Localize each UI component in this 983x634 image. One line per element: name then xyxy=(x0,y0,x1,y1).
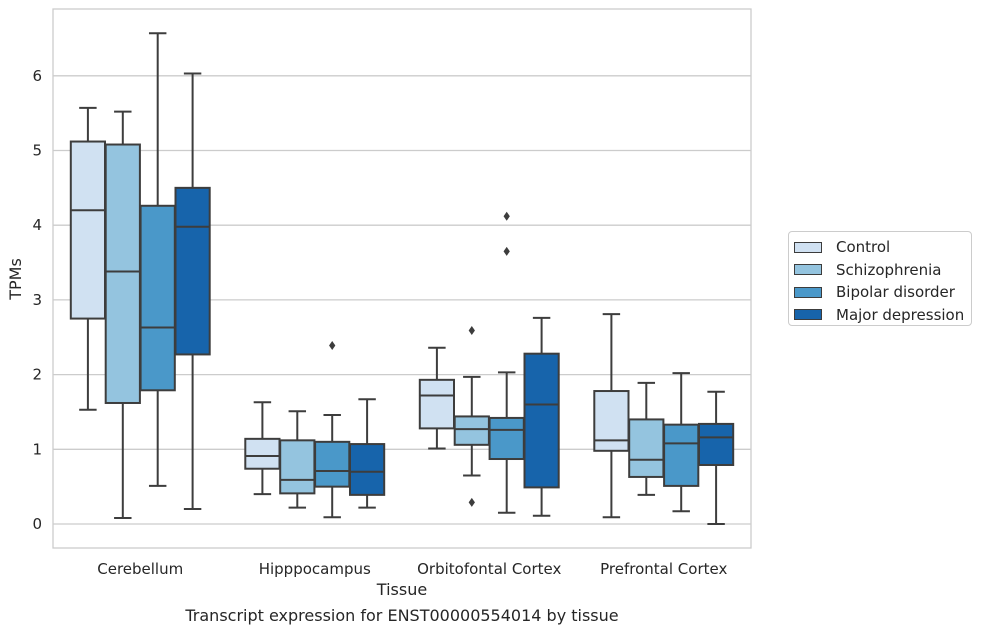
box-body xyxy=(453,415,490,446)
outlier-point xyxy=(503,211,510,221)
box-body xyxy=(418,378,456,430)
box-body xyxy=(593,390,630,452)
y-tick-label: 3 xyxy=(32,291,42,309)
legend-item: Major depression xyxy=(794,304,971,327)
x-axis-label: Tissue xyxy=(376,580,427,599)
box-3-1 xyxy=(348,398,386,509)
box-body xyxy=(104,143,141,404)
box-body xyxy=(663,423,700,487)
outlier-point xyxy=(329,340,336,350)
y-axis-label: TPMs xyxy=(6,258,25,301)
y-tick-label: 5 xyxy=(32,142,42,160)
box-3-3 xyxy=(697,390,735,525)
y-tick-labels: 0 1 2 3 4 5 6 xyxy=(32,67,42,533)
legend: Control Schizophrenia Bipolar disorder Majo… xyxy=(788,231,972,326)
box-0-3 xyxy=(593,313,630,519)
box-2-0 xyxy=(139,32,176,487)
box-2-3 xyxy=(663,372,700,513)
boxes xyxy=(69,32,735,525)
box-3-0 xyxy=(174,72,211,511)
box-1-2 xyxy=(453,326,490,507)
y-tick-label: 0 xyxy=(32,515,42,533)
legend-item: Control xyxy=(794,236,971,259)
outlier-point xyxy=(468,497,475,507)
box-body xyxy=(523,352,560,489)
box-body xyxy=(628,418,665,478)
box-body xyxy=(279,439,316,495)
y-tick-label: 6 xyxy=(32,67,42,85)
box-body xyxy=(69,140,107,320)
box-body xyxy=(488,416,525,461)
legend-label: Major depression xyxy=(836,305,965,324)
box-body xyxy=(244,437,281,470)
box-2-2 xyxy=(488,211,525,514)
y-tick-label: 4 xyxy=(32,216,42,234)
legend-label: Control xyxy=(836,238,891,257)
y-tick-label: 2 xyxy=(32,366,42,384)
box-2-1 xyxy=(314,340,351,519)
legend-item: Schizophrenia xyxy=(794,259,971,282)
outlier-point xyxy=(468,326,475,336)
box-body xyxy=(697,422,735,466)
x-tick-label: Cerebellum xyxy=(97,560,183,578)
box-1-1 xyxy=(279,410,316,509)
x-tick-label: Prefrontal Cortex xyxy=(600,560,727,578)
legend-swatch xyxy=(794,309,822,321)
box-0-2 xyxy=(418,346,456,450)
x-tick-label: Orbitofontal Cortex xyxy=(417,560,561,578)
x-tick-label: Hipppocampus xyxy=(259,560,371,578)
legend-label: Schizophrenia xyxy=(836,260,942,279)
x-tick-labels: Cerebellum Hipppocampus Orbitofontal Corte… xyxy=(97,560,727,578)
y-tick-label: 1 xyxy=(32,440,42,458)
plot-frame xyxy=(52,8,752,549)
box-1-3 xyxy=(628,381,665,496)
legend-item: Bipolar disorder xyxy=(794,281,971,304)
chart-title: Transcript expression for ENST0000055401… xyxy=(184,606,618,625)
outlier-point xyxy=(503,246,510,256)
box-body xyxy=(139,204,176,392)
box-body xyxy=(314,440,351,488)
legend-swatch xyxy=(794,286,822,298)
box-3-2 xyxy=(523,316,560,517)
box-body xyxy=(348,443,386,496)
box-1-0 xyxy=(104,110,141,520)
legend-label: Bipolar disorder xyxy=(836,283,955,302)
legend-swatch xyxy=(794,241,822,253)
box-body xyxy=(174,186,211,356)
box-0-0 xyxy=(69,106,107,411)
box-0-1 xyxy=(244,401,281,496)
legend-swatch xyxy=(794,264,822,276)
